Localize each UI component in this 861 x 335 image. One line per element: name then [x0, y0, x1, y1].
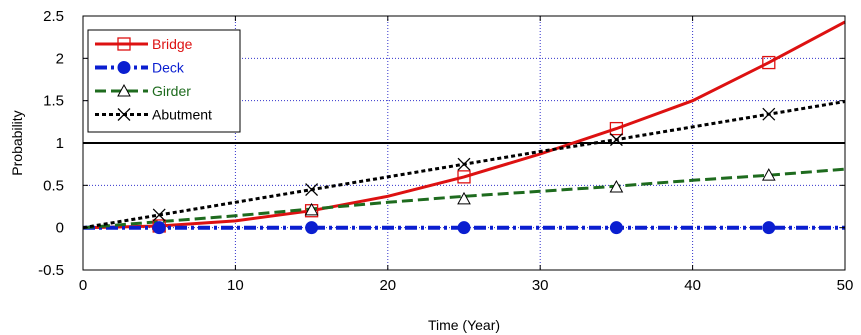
data-point-abutment — [762, 107, 776, 121]
legend-marker-bridge — [117, 37, 131, 51]
marker-stroke — [457, 157, 471, 171]
marker-stroke — [609, 133, 623, 147]
legend-label-deck: Deck — [152, 60, 185, 76]
marker-stroke — [305, 183, 319, 197]
data-point-abutment — [152, 208, 166, 222]
data-point-deck — [762, 221, 776, 235]
legend-label-abutment: Abutment — [152, 107, 212, 123]
x-tick-label: 0 — [79, 277, 87, 294]
x-axis-title: Time (Year) — [428, 317, 500, 333]
data-point-deck — [457, 221, 471, 235]
y-axis-title: Probability — [9, 110, 25, 175]
x-tick-label: 20 — [379, 277, 396, 294]
y-tick-label: 0 — [56, 220, 64, 237]
data-point-abutment — [305, 183, 319, 197]
x-tick-label: 10 — [227, 277, 244, 294]
data-point-bridge — [457, 170, 471, 184]
data-point-bridge — [609, 121, 624, 136]
data-point-girder — [761, 168, 776, 181]
plot-frame — [82, 15, 846, 271]
legend-marker-deck — [117, 61, 131, 74]
data-point-bridge — [762, 55, 776, 70]
series-line-bridge — [82, 20, 846, 230]
legend-marker-girder — [117, 83, 131, 97]
legend-label-bridge: Bridge — [152, 36, 193, 52]
x-tick-label: 30 — [532, 277, 549, 294]
data-point-abutment — [609, 133, 623, 147]
legend-box — [87, 29, 241, 133]
tick-labels: 0 10 20 30 40 50 -0.5 0 0.5 1 1.5 2 2.5 — [38, 8, 853, 294]
data-point-deck — [609, 221, 623, 235]
y-tick-label: 2 — [56, 50, 64, 67]
legend: Bridge Deck Girder Abutment — [87, 29, 241, 133]
x-tick-label: 50 — [837, 277, 854, 294]
y-tick-label: 1 — [56, 135, 64, 152]
marker-stroke — [117, 108, 131, 121]
series-layer — [82, 20, 846, 235]
y-tick-label: 0.5 — [43, 177, 64, 194]
data-point-girder — [457, 191, 471, 205]
y-tick-label: 2.5 — [43, 8, 64, 25]
data-point-girder — [609, 179, 624, 193]
legend-marker-abutment — [117, 108, 131, 121]
x-tick-label: 40 — [684, 277, 701, 294]
data-point-deck — [152, 221, 166, 235]
y-tick-label: -0.5 — [38, 262, 64, 279]
data-point-girder — [304, 202, 319, 216]
y-tick-label: 1.5 — [43, 93, 64, 110]
marker-stroke — [762, 107, 776, 121]
data-point-deck — [305, 221, 319, 235]
data-point-abutment — [457, 157, 471, 171]
legend-label-girder: Girder — [152, 83, 191, 99]
marker-stroke — [152, 208, 166, 222]
